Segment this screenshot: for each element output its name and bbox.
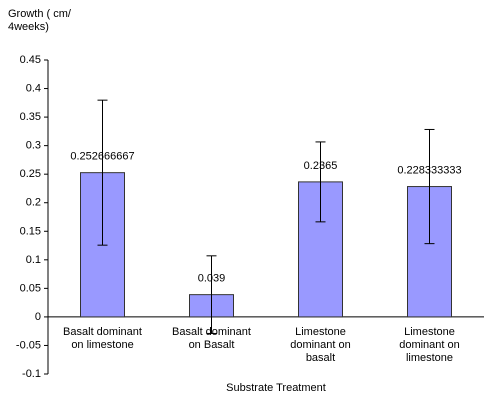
x-tick-label: Basalt dominant on Basalt [172, 326, 251, 351]
y-tick-label: -0.1 [22, 368, 41, 380]
y-tick-label: 0.15 [20, 225, 41, 237]
bar [407, 186, 452, 318]
value-label: 0.039 [198, 273, 226, 285]
y-tick-label: 0 [35, 311, 41, 323]
y-axis-label: Growth ( cm/4weeks) [8, 8, 72, 33]
y-tick-label: 0.35 [20, 111, 41, 123]
y-tick-label: 0.2 [26, 197, 41, 209]
x-tick-label: Basalt dominant on limestone [63, 326, 142, 351]
x-tick-label: Limestone dominant on basalt [290, 326, 351, 364]
y-tick-label: -0.05 [16, 339, 41, 351]
y-tick-label: 0.3 [26, 140, 41, 152]
value-label: 0.228333333 [397, 164, 461, 176]
x-axis-label: Substrate Treatment [226, 382, 326, 394]
y-tick-label: 0.25 [20, 168, 41, 180]
y-tick-label: 0.1 [26, 254, 41, 266]
y-tick-label: 0.05 [20, 282, 41, 294]
value-label: 0.2365 [304, 160, 338, 172]
value-label: 0.252666667 [70, 151, 134, 163]
y-tick-label: 0.4 [26, 82, 41, 94]
y-tick-label: 0.45 [20, 54, 41, 66]
x-tick-label: Limestone dominant on limestone [399, 326, 460, 364]
